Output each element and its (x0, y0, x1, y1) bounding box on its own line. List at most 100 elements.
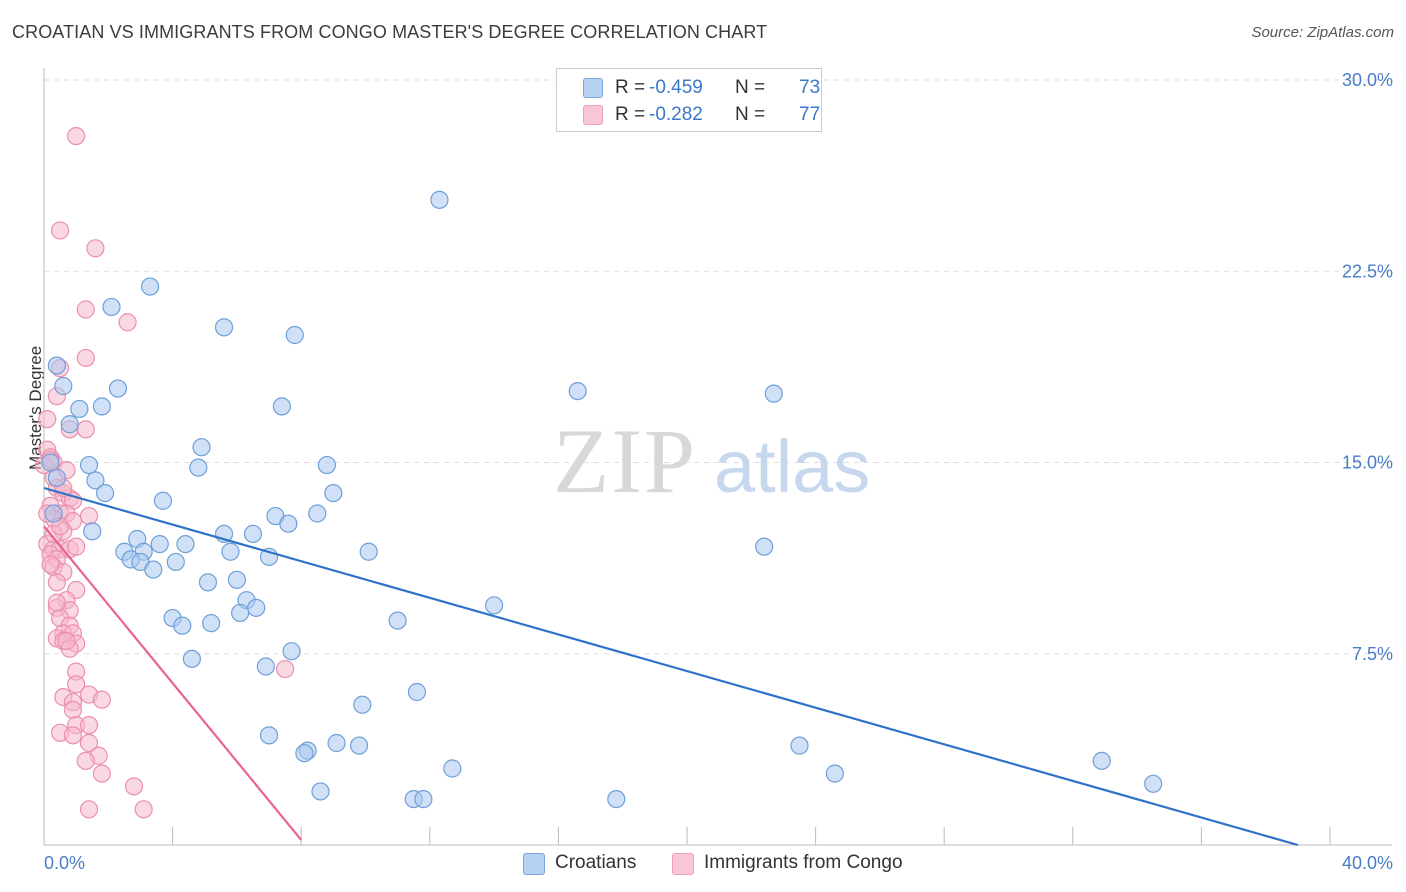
congo-point (38, 410, 57, 429)
croatian-point (79, 455, 99, 475)
congo-point (67, 675, 86, 694)
croatian-point (176, 534, 195, 554)
croatian-point (144, 560, 163, 579)
croatian-point (153, 491, 173, 510)
croatian-point (256, 657, 275, 676)
congo-point (124, 777, 144, 796)
croatian-point (407, 682, 427, 702)
series-legend: Croatians Immigrants from Congo (0, 852, 1406, 876)
croatian-point (311, 782, 330, 801)
congo-point (63, 726, 83, 745)
legend-row-croatians: R = -0.459 N = 73 (557, 75, 821, 101)
legend-swatch-pink (672, 853, 694, 875)
tick-labels: 30.0% 22.5% 15.0% 7.5% 0.0% 40.0% (44, 70, 1393, 873)
croatian-point (92, 397, 111, 416)
croatian-point (430, 190, 449, 209)
croatian-point (443, 759, 462, 778)
y-tick-label: 30.0% (1342, 70, 1393, 90)
croatian-point (44, 504, 63, 523)
legend-swatch-pink (583, 105, 603, 125)
croatian-point (295, 744, 314, 763)
croatian-point (353, 695, 372, 714)
croatian-point (243, 524, 263, 544)
watermark-atlas: atlas (714, 425, 870, 508)
legend-r-value: -0.282 (649, 104, 703, 125)
croatian-point (259, 726, 279, 745)
legend-swatch-blue (583, 78, 603, 98)
croatian-point (568, 382, 587, 401)
legend-r-label: R = (615, 104, 646, 125)
croatian-point (247, 598, 266, 617)
croatian-point (221, 542, 240, 561)
croatian-point (388, 611, 407, 630)
croatian-points (41, 190, 1163, 809)
x-tick-label: 40.0% (1342, 853, 1393, 873)
legend-n-value: 77 (799, 104, 821, 125)
congo-point (118, 313, 137, 332)
croatian-point (272, 397, 292, 416)
congo-point (76, 348, 95, 368)
congo-point (79, 733, 99, 753)
legend-r-label: R = (615, 77, 646, 98)
croatian-point (485, 596, 504, 615)
croatian-point (359, 542, 378, 561)
croatian-point (95, 484, 115, 503)
correlation-legend: R = -0.459 N = 73 R = -0.282 N = 77 (556, 68, 822, 132)
congo-point (47, 593, 66, 612)
croatian-point (60, 415, 79, 434)
congo-point (92, 764, 111, 783)
croatian-point (83, 522, 102, 541)
congo-point (92, 690, 111, 709)
croatian-point (182, 649, 201, 668)
congo-point (86, 239, 105, 258)
croatian-point (317, 455, 337, 475)
croatian-point (308, 504, 327, 523)
congo-point (79, 800, 99, 819)
congo-point (67, 127, 86, 146)
croatian-point (349, 736, 369, 755)
croatian-point (202, 614, 221, 633)
congo-point (57, 631, 76, 651)
congo-point (76, 420, 95, 439)
y-tick-label: 7.5% (1352, 644, 1393, 664)
chart-title: CROATIAN VS IMMIGRANTS FROM CONGO MASTER… (12, 22, 768, 42)
legend-label-croatians: Croatians (555, 852, 637, 873)
legend-n-label: N = (735, 104, 766, 125)
croatian-point (54, 376, 73, 396)
croatian-point (150, 534, 169, 554)
croatian-point (70, 399, 89, 419)
croatian-point (189, 458, 208, 477)
croatian-point (166, 552, 185, 572)
croatian-point (607, 789, 626, 809)
trend-lines (43, 486, 1299, 847)
croatian-point (231, 603, 250, 623)
croatian-point (198, 573, 218, 592)
croatians-trend-line (43, 486, 1299, 847)
croatian-point (1092, 751, 1111, 770)
congo-point (41, 555, 60, 574)
source-credit: Source: ZipAtlas.com (1251, 24, 1394, 41)
croatian-point (324, 484, 343, 503)
x-tick-label: 0.0% (44, 853, 85, 873)
congo-point (134, 800, 153, 819)
croatian-point (108, 379, 128, 398)
croatian-point (1144, 774, 1163, 793)
croatian-point (327, 733, 346, 753)
croatian-point (285, 325, 304, 345)
congo-point (76, 751, 95, 770)
croatian-point (279, 514, 298, 533)
legend-r-value: -0.459 (649, 77, 703, 98)
legend-row-congo: R = -0.282 N = 77 (557, 102, 821, 128)
croatian-point (173, 616, 192, 635)
croatian-point (764, 384, 783, 403)
congo-point (79, 506, 99, 526)
croatian-point (825, 764, 844, 783)
congo-points (34, 127, 295, 819)
croatian-point (755, 537, 774, 556)
y-tick-label: 22.5% (1342, 261, 1393, 281)
y-tick-label: 15.0% (1342, 453, 1393, 473)
croatian-point (41, 453, 60, 472)
congo-point (79, 716, 99, 735)
croatian-point (414, 789, 433, 809)
